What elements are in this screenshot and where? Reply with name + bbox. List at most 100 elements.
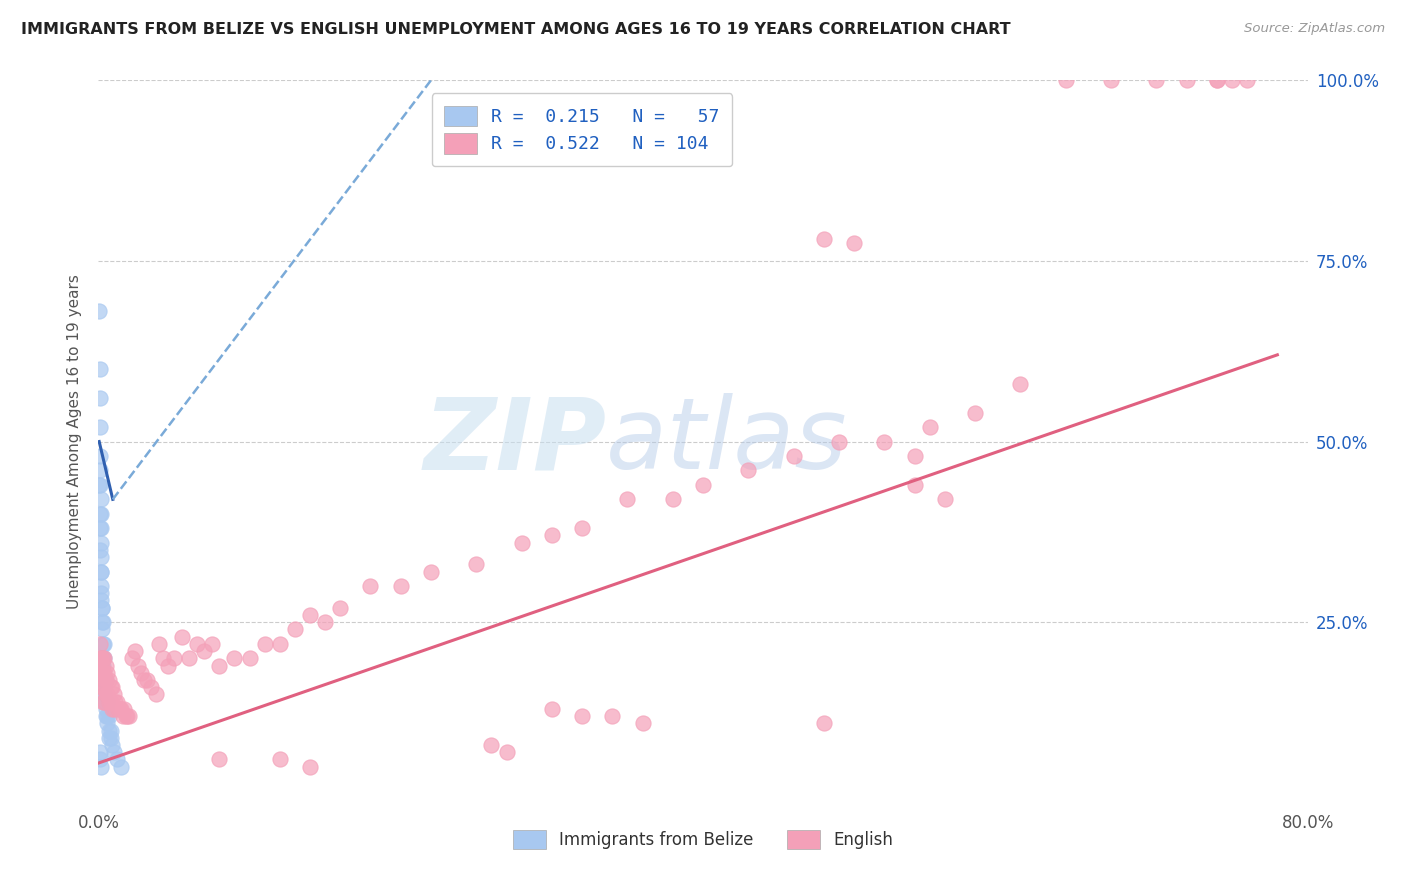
Point [91,623,114,637]
Point [89,507,111,521]
Point [299,607,322,622]
Point [918,420,941,434]
Point [737,463,759,477]
Point [89,420,111,434]
Point [90,651,112,665]
Point [103,745,125,759]
Point [904,478,927,492]
Point [193,644,215,658]
Point [98,695,121,709]
Point [224,651,246,665]
Point [299,760,322,774]
Point [96,687,118,701]
Point [813,716,835,731]
Point [90,521,112,535]
Point [156,658,179,673]
Point [481,738,503,752]
Point [1054,73,1077,87]
Point [98,731,121,745]
Point [93,665,115,680]
Point [89,637,111,651]
Point [631,716,654,731]
Point [91,651,114,665]
Point [91,665,114,680]
Legend: Immigrants from Belize, English: Immigrants from Belize, English [506,823,900,856]
Point [114,709,136,723]
Point [93,680,115,694]
Point [201,637,224,651]
Point [90,565,112,579]
Point [89,463,111,477]
Point [91,665,114,680]
Point [540,528,562,542]
Point [170,630,193,644]
Point [93,651,115,665]
Text: atlas: atlas [606,393,848,490]
Point [89,449,111,463]
Point [108,702,131,716]
Point [94,709,117,723]
Point [90,665,112,680]
Text: ZIP: ZIP [423,393,606,490]
Point [89,362,111,376]
Point [93,651,115,665]
Point [118,709,141,723]
Point [1206,73,1229,87]
Point [420,565,443,579]
Point [93,687,115,701]
Point [89,478,111,492]
Point [94,673,117,687]
Point [1144,73,1167,87]
Point [253,637,276,651]
Point [115,709,138,723]
Point [90,680,112,694]
Point [98,723,121,738]
Point [89,542,111,557]
Point [1099,73,1122,87]
Point [104,695,127,709]
Point [98,709,121,723]
Point [828,434,851,449]
Point [127,658,149,673]
Point [100,731,122,745]
Point [94,695,117,709]
Point [96,716,118,731]
Point [145,687,167,701]
Text: IMMIGRANTS FROM BELIZE VS ENGLISH UNEMPLOYMENT AMONG AGES 16 TO 19 YEARS CORRELA: IMMIGRANTS FROM BELIZE VS ENGLISH UNEMPL… [21,22,1011,37]
Point [100,723,122,738]
Point [90,565,112,579]
Point [904,449,927,463]
Point [111,709,134,723]
Point [89,391,111,405]
Point [208,752,231,766]
Point [873,434,896,449]
Point [91,658,114,673]
Point [163,651,186,665]
Point [269,752,291,766]
Point [90,651,112,665]
Point [692,478,714,492]
Point [934,492,956,507]
Point [94,658,117,673]
Point [96,665,118,680]
Point [239,651,262,665]
Point [91,615,114,630]
Point [90,586,112,600]
Point [91,673,114,687]
Point [91,615,114,630]
Point [360,579,382,593]
Point [90,593,112,607]
Point [94,702,117,716]
Point [94,695,117,709]
Point [510,535,533,549]
Point [89,521,111,535]
Point [1220,73,1243,87]
Point [91,637,114,651]
Point [783,449,806,463]
Point [616,492,638,507]
Point [93,680,115,694]
Point [1206,73,1229,87]
Point [844,235,866,250]
Point [465,558,488,572]
Point [101,702,124,716]
